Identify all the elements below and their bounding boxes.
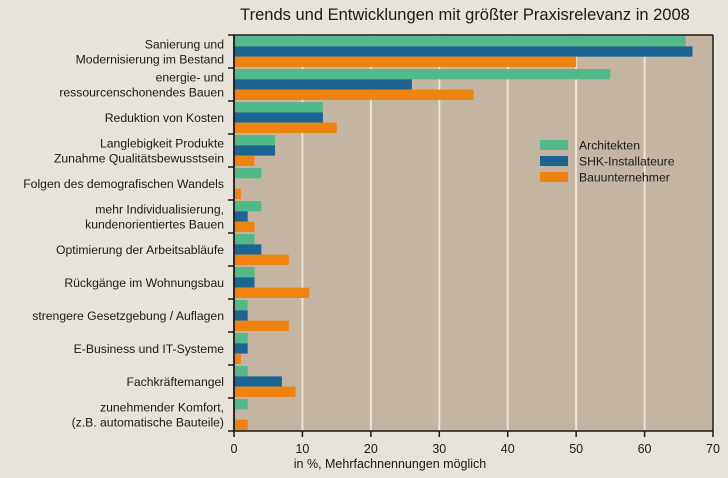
x-axis-label: in %, Mehrfachnennungen möglich [294, 457, 487, 471]
bar-bauunternehmer [234, 287, 310, 298]
category-label-line: Reduktion von Kosten [105, 111, 224, 125]
axes [228, 34, 714, 437]
x-tick-label: 70 [706, 442, 720, 456]
bar-shk-installateure [234, 211, 248, 222]
bar-architekten [234, 36, 686, 47]
category-label-line: E-Business und IT-Systeme [74, 342, 225, 356]
category-label: strengere Gesetzgebung / Auflagen [32, 309, 224, 323]
category-label: Optimierung der Arbeitsabläufe [56, 243, 224, 257]
category-label: Folgen des demografischen Wandels [23, 177, 224, 191]
bar-architekten [234, 234, 255, 245]
x-tick-label: 50 [569, 442, 583, 456]
bar-shk-installateure [234, 79, 412, 90]
legend-label: Bauunternehmer [579, 171, 670, 185]
bar-bauunternehmer [234, 353, 241, 364]
bar-bauunternehmer [234, 386, 296, 397]
category-label: Rückgänge im Wohnungsbau [64, 276, 224, 290]
category-label-line: ressourcenschonendes Bauen [59, 86, 224, 100]
gridlines [301, 35, 646, 431]
legend-swatch [540, 172, 568, 182]
category-label-line: Folgen des demografischen Wandels [23, 177, 224, 191]
bar-bauunternehmer [234, 221, 255, 232]
category-label-line: Modernisierung im Bestand [76, 53, 224, 67]
bar-architekten [234, 69, 611, 80]
bar-shk-installateure [234, 244, 262, 255]
bar-architekten [234, 168, 262, 179]
category-label-line: strengere Gesetzgebung / Auflagen [32, 309, 224, 323]
bar-shk-installateure [234, 145, 276, 156]
bar-architekten [234, 135, 276, 146]
category-label-line: (z.B. automatische Bauteile) [72, 416, 224, 430]
category-label-line: Rückgänge im Wohnungsbau [64, 276, 224, 290]
category-label: zunehmender Komfort,(z.B. automatische B… [72, 401, 224, 430]
x-tick-label: 10 [295, 442, 309, 456]
bar-shk-installateure [234, 112, 323, 123]
bar-architekten [234, 366, 248, 377]
chart-title: Trends und Entwicklungen mit größter Pra… [240, 6, 690, 24]
bar-shk-installateure [234, 310, 248, 321]
x-tick-label: 20 [364, 442, 378, 456]
bar-shk-installateure [234, 277, 255, 288]
bar-bauunternehmer [234, 122, 337, 133]
bar-shk-installateure [234, 376, 282, 387]
bar-architekten [234, 267, 255, 278]
x-tick-label: 60 [638, 442, 652, 456]
category-label-line: Fachkräftemangel [126, 375, 224, 389]
plot-area [234, 35, 713, 431]
category-label-line: Zunahme Qualitätsbewusstsein [54, 152, 224, 166]
bar-bauunternehmer [234, 188, 241, 199]
bar-bauunternehmer [234, 320, 289, 331]
category-label-line: kundenorientiertes Bauen [85, 218, 224, 232]
bar-bauunternehmer [234, 155, 255, 166]
bar-architekten [234, 333, 248, 344]
bar-bauunternehmer [234, 56, 577, 67]
category-label: E-Business und IT-Systeme [74, 342, 225, 356]
category-label-line: Optimierung der Arbeitsabläufe [56, 243, 224, 257]
category-label-line: mehr Individualisierung, [95, 203, 224, 217]
bar-bauunternehmer [234, 89, 474, 100]
bar-architekten [234, 201, 262, 212]
bars [234, 36, 693, 430]
legend-label: SHK-Installateure [579, 155, 675, 169]
x-tick-label: 30 [432, 442, 446, 456]
bar-architekten [234, 399, 248, 410]
category-label: mehr Individualisierung,kundenorientiert… [85, 203, 224, 232]
bar-bauunternehmer [234, 419, 248, 430]
bar-shk-installateure [234, 46, 693, 57]
category-label: Fachkräftemangel [126, 375, 224, 389]
x-tick-label: 0 [231, 442, 238, 456]
legend-label: Architekten [579, 139, 640, 153]
legend-swatch [540, 140, 568, 150]
legend: Architekten SHK-Installateure Bauunternehm… [540, 139, 675, 185]
x-tick-label: 40 [501, 442, 515, 456]
category-label-line: zunehmender Komfort, [100, 401, 224, 415]
legend-swatch [540, 156, 568, 166]
category-label-line: Langlebigkeit Produkte [100, 137, 224, 151]
bar-bauunternehmer [234, 254, 289, 265]
bar-architekten [234, 300, 248, 311]
category-label: Reduktion von Kosten [105, 111, 224, 125]
category-label-line: energie- und [156, 71, 224, 85]
bar-shk-installateure [234, 343, 248, 354]
bar-architekten [234, 102, 323, 113]
category-label-line: Sanierung und [145, 38, 224, 52]
x-tick-labels: 0 10 20 30 40 50 60 70 [231, 442, 720, 456]
